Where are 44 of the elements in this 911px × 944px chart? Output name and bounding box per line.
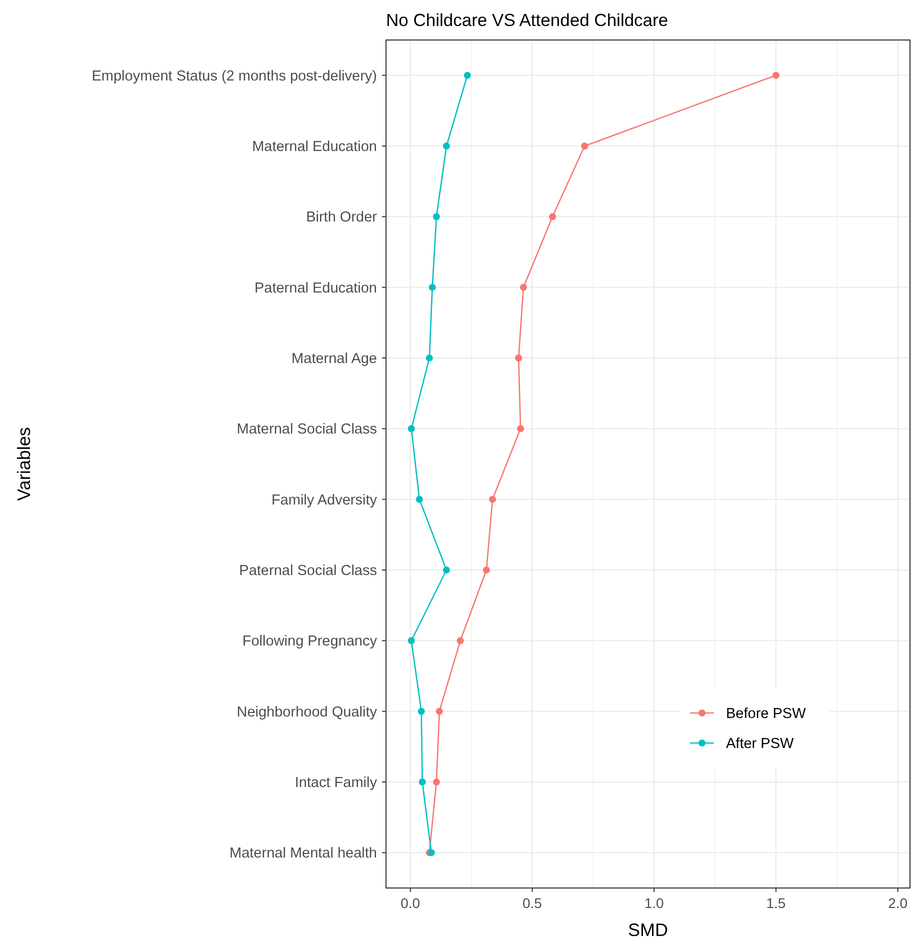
y-tick-label: Employment Status (2 months post-delivery) <box>92 68 377 84</box>
y-tick-label: Birth Order <box>306 210 378 226</box>
point <box>426 354 433 362</box>
point <box>489 496 496 503</box>
point <box>456 637 464 644</box>
point <box>482 566 490 574</box>
point <box>428 284 436 291</box>
y-tick-label: Intact Family <box>294 775 378 791</box>
point <box>515 354 522 362</box>
y-tick-label: Neighborhood Quality <box>236 704 378 720</box>
legend-label: After PSW <box>726 736 794 752</box>
x-tick-label: 1.0 <box>644 895 664 911</box>
point <box>464 72 471 79</box>
y-tick-label: Maternal Age <box>292 351 377 367</box>
point <box>520 284 527 291</box>
y-tick-label: Paternal Social Class <box>239 563 377 579</box>
y-tick-label: Following Pregnancy <box>242 634 378 650</box>
point <box>548 213 556 220</box>
y-tick-label: Paternal Education <box>254 280 377 296</box>
y-tick-label: Maternal Mental health <box>230 846 377 862</box>
point <box>517 425 524 432</box>
point <box>442 142 450 150</box>
point <box>436 708 443 715</box>
y-tick-label: Family Adversity <box>271 492 378 508</box>
point <box>581 142 588 150</box>
point <box>772 72 780 79</box>
point <box>418 708 425 715</box>
x-tick-label: 0.0 <box>400 895 420 911</box>
point <box>432 213 440 220</box>
point <box>418 778 426 786</box>
legend-label: Before PSW <box>726 706 806 722</box>
y-tick-label: Maternal Social Class <box>236 422 377 438</box>
y-axis-title: Variables <box>14 427 34 501</box>
point <box>408 637 415 644</box>
x-axis-title: SMD <box>628 920 668 940</box>
y-tick-label: Maternal Education <box>252 139 377 155</box>
point <box>416 496 423 503</box>
point <box>408 425 415 432</box>
x-tick-label: 0.5 <box>522 895 542 911</box>
x-tick-label: 2.0 <box>888 895 908 911</box>
point <box>432 778 440 786</box>
x-tick-label: 1.5 <box>766 895 786 911</box>
chart-title: No Childcare VS Attended Childcare <box>386 10 668 30</box>
point <box>442 566 450 574</box>
